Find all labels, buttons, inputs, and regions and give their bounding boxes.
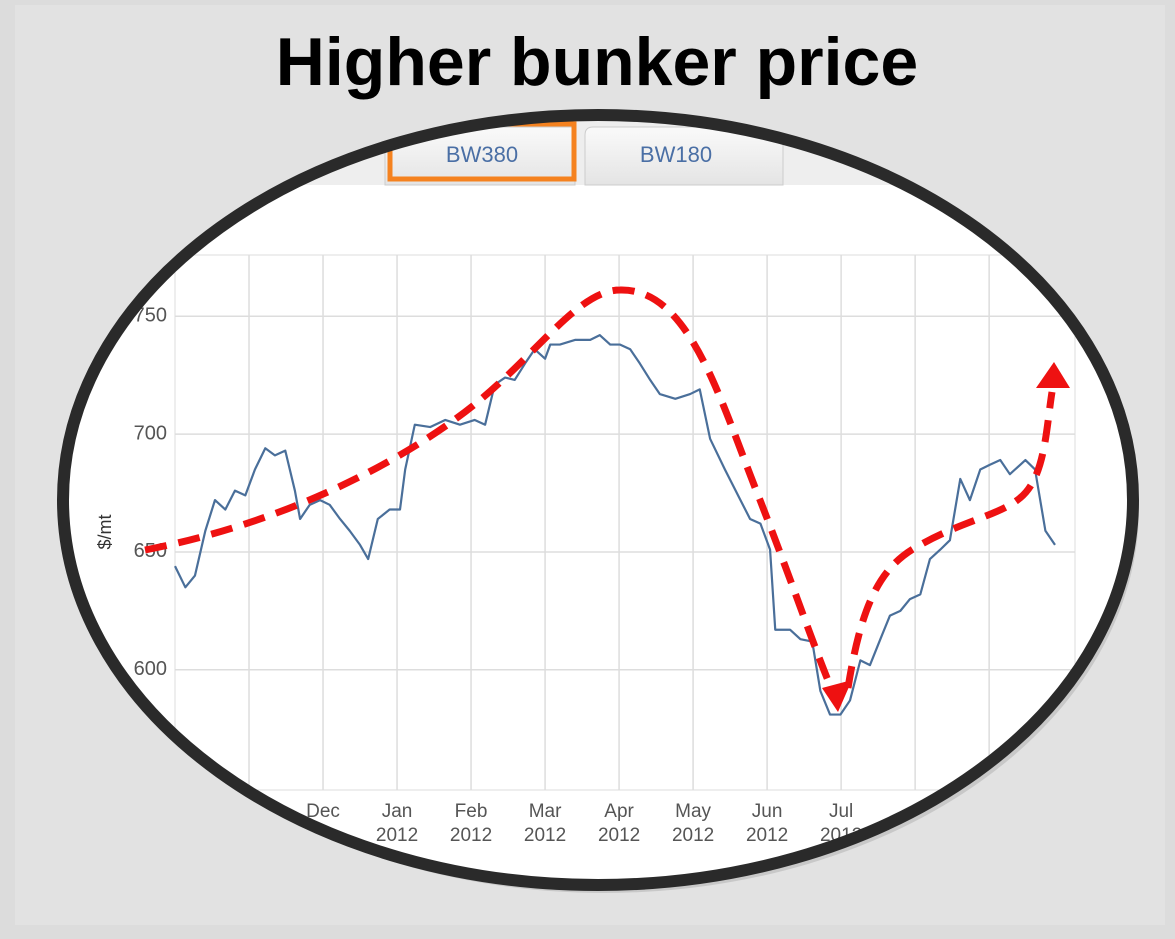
title: Higher bunker price (276, 24, 918, 100)
arrow-head (822, 680, 852, 712)
x-tick-label: Jun 2012 (745, 801, 789, 846)
x-tick-label: Apr 2012 (597, 801, 641, 846)
y-tick-label: 700 (134, 422, 167, 444)
y-axis-label: $/mt (95, 514, 115, 549)
y-tick-label: 600 (134, 658, 167, 680)
plot-frame (174, 254, 1076, 791)
x-tick-label: Dec (306, 801, 340, 822)
x-tick-label: Mar 2012 (523, 801, 567, 846)
x-tick-label: Jan 2012 (375, 801, 419, 846)
x-tick: May 2012 (671, 801, 715, 846)
tab-label[interactable]: BW380 (446, 142, 518, 167)
x-tick-label: Feb 2012 (449, 801, 493, 846)
data-line (174, 334, 1056, 716)
trend-arrow (844, 391, 1056, 689)
x-tick: Jun 2012 (745, 801, 789, 846)
trend-annotation (144, 286, 1070, 712)
tab-label[interactable]: BW180 (640, 142, 712, 167)
oval-border (57, 109, 1139, 891)
x-tick: Feb 2012 (449, 801, 493, 846)
x-tick: Dec (306, 801, 340, 822)
x-tick-label: May 2012 (671, 801, 715, 846)
x-tick: Jan 2012 (375, 801, 419, 846)
x-tick: Mar 2012 (523, 801, 567, 846)
y-tick-label: 750 (134, 305, 167, 327)
x-tick: Apr 2012 (597, 801, 641, 846)
chart-bg (63, 115, 1133, 885)
trend-arrow (144, 286, 836, 692)
arrow-head (1036, 362, 1070, 388)
